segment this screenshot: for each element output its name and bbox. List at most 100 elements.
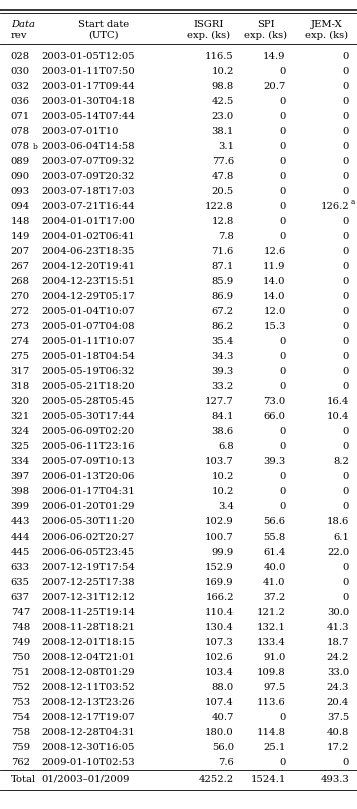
- Text: 12.6: 12.6: [263, 248, 286, 256]
- Text: 750: 750: [11, 653, 30, 662]
- Text: 126.2: 126.2: [321, 202, 349, 211]
- Text: 39.3: 39.3: [263, 457, 286, 467]
- Text: 0: 0: [343, 248, 349, 256]
- Text: 0: 0: [343, 172, 349, 181]
- Text: 2003-07-07T09:32: 2003-07-07T09:32: [41, 157, 135, 167]
- Text: 56.0: 56.0: [212, 743, 234, 752]
- Text: 0: 0: [279, 337, 286, 346]
- Text: 103.4: 103.4: [205, 667, 234, 676]
- Text: 3.1: 3.1: [218, 142, 234, 151]
- Text: 132.1: 132.1: [257, 623, 286, 632]
- Text: 16.4: 16.4: [327, 397, 349, 406]
- Text: SPI: SPI: [257, 20, 275, 29]
- Text: 030: 030: [11, 67, 30, 76]
- Text: 55.8: 55.8: [263, 532, 286, 541]
- Text: 273: 273: [11, 322, 30, 332]
- Text: 6.8: 6.8: [218, 443, 234, 451]
- Text: 445: 445: [11, 548, 30, 557]
- Text: 0: 0: [279, 218, 286, 227]
- Text: 0: 0: [279, 127, 286, 136]
- Text: 207: 207: [11, 248, 30, 256]
- Text: 0: 0: [279, 713, 286, 722]
- Text: 169.9: 169.9: [205, 578, 234, 587]
- Text: 0: 0: [343, 142, 349, 151]
- Text: 122.8: 122.8: [205, 202, 234, 211]
- Text: 762: 762: [11, 758, 30, 767]
- Text: 77.6: 77.6: [212, 157, 234, 167]
- Text: 6.1: 6.1: [333, 532, 349, 541]
- Text: 41.0: 41.0: [263, 578, 286, 587]
- Text: b: b: [33, 142, 37, 150]
- Text: 334: 334: [11, 457, 30, 467]
- Text: 0: 0: [279, 383, 286, 392]
- Text: 2005-05-19T06:32: 2005-05-19T06:32: [41, 367, 135, 376]
- Text: exp. (ks): exp. (ks): [245, 31, 287, 40]
- Text: 34.3: 34.3: [211, 353, 234, 362]
- Text: 036: 036: [11, 97, 30, 106]
- Text: 272: 272: [11, 307, 30, 316]
- Text: 2006-01-13T20:06: 2006-01-13T20:06: [41, 472, 135, 481]
- Text: 0: 0: [279, 157, 286, 167]
- Text: exp. (ks): exp. (ks): [305, 31, 348, 40]
- Text: 38.1: 38.1: [211, 127, 234, 136]
- Text: 747: 747: [11, 608, 30, 616]
- Text: 23.0: 23.0: [212, 112, 234, 121]
- Text: 0: 0: [279, 427, 286, 436]
- Text: 071: 071: [11, 112, 30, 121]
- Text: 0: 0: [279, 472, 286, 481]
- Text: 116.5: 116.5: [205, 52, 234, 61]
- Text: 40.7: 40.7: [211, 713, 234, 722]
- Text: 14.0: 14.0: [263, 277, 286, 286]
- Text: 0: 0: [279, 232, 286, 241]
- Text: 20.4: 20.4: [327, 697, 349, 706]
- Text: 12.0: 12.0: [263, 307, 286, 316]
- Text: 2005-01-07T04:08: 2005-01-07T04:08: [41, 322, 135, 332]
- Text: 2007-12-19T17:54: 2007-12-19T17:54: [41, 562, 135, 571]
- Text: 149: 149: [11, 232, 30, 241]
- Text: 180.0: 180.0: [205, 727, 234, 737]
- Text: 0: 0: [343, 112, 349, 121]
- Text: 4252.2: 4252.2: [199, 775, 234, 784]
- Text: 73.0: 73.0: [263, 397, 286, 406]
- Text: 100.7: 100.7: [205, 532, 234, 541]
- Text: 97.5: 97.5: [263, 683, 286, 692]
- Text: a: a: [350, 198, 355, 206]
- Text: 267: 267: [11, 262, 30, 271]
- Text: 152.9: 152.9: [205, 562, 234, 571]
- Text: 0: 0: [343, 97, 349, 106]
- Text: 2008-12-17T19:07: 2008-12-17T19:07: [41, 713, 135, 722]
- Text: 2005-06-09T02:20: 2005-06-09T02:20: [41, 427, 134, 436]
- Text: 10.4: 10.4: [327, 413, 349, 421]
- Text: 397: 397: [11, 472, 30, 481]
- Text: 56.6: 56.6: [263, 518, 286, 527]
- Text: 20.5: 20.5: [212, 187, 234, 197]
- Text: 133.4: 133.4: [257, 637, 286, 646]
- Text: 2006-01-17T04:31: 2006-01-17T04:31: [41, 488, 135, 497]
- Text: 0: 0: [279, 97, 286, 106]
- Text: JEM-X: JEM-X: [311, 20, 342, 29]
- Text: 0: 0: [343, 83, 349, 91]
- Text: 2005-05-21T18:20: 2005-05-21T18:20: [41, 383, 135, 392]
- Text: 33.2: 33.2: [212, 383, 234, 392]
- Text: 2003-01-30T04:18: 2003-01-30T04:18: [41, 97, 135, 106]
- Text: 321: 321: [11, 413, 30, 421]
- Text: 0: 0: [343, 67, 349, 76]
- Text: 0: 0: [279, 353, 286, 362]
- Text: 39.3: 39.3: [212, 367, 234, 376]
- Text: 0: 0: [343, 427, 349, 436]
- Text: 71.6: 71.6: [212, 248, 234, 256]
- Text: 0: 0: [343, 187, 349, 197]
- Text: 090: 090: [11, 172, 30, 181]
- Text: 2003-05-14T07:44: 2003-05-14T07:44: [41, 112, 135, 121]
- Text: 2004-01-02T06:41: 2004-01-02T06:41: [41, 232, 135, 241]
- Text: 2006-01-20T01:29: 2006-01-20T01:29: [41, 502, 135, 511]
- Text: 130.4: 130.4: [205, 623, 234, 632]
- Text: 398: 398: [11, 488, 30, 497]
- Text: 18.7: 18.7: [327, 637, 349, 646]
- Text: 078: 078: [11, 127, 30, 136]
- Text: 88.0: 88.0: [212, 683, 234, 692]
- Text: 0: 0: [343, 322, 349, 332]
- Text: 67.2: 67.2: [212, 307, 234, 316]
- Text: 0: 0: [343, 262, 349, 271]
- Text: 2007-12-25T17:38: 2007-12-25T17:38: [41, 578, 135, 587]
